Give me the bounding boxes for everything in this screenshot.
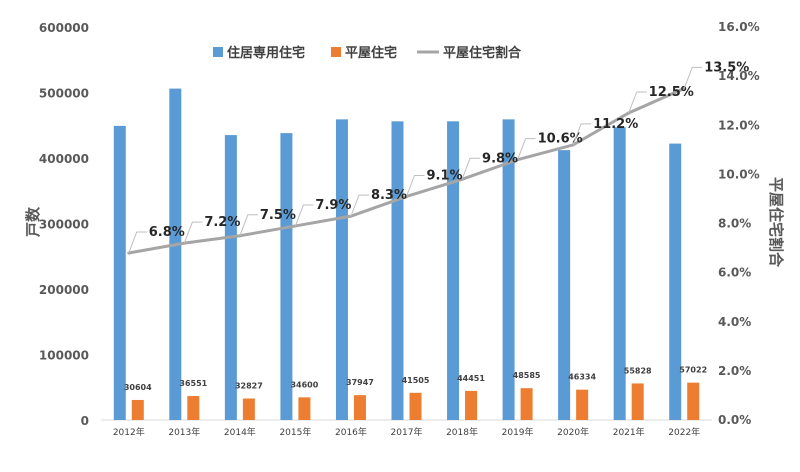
bar-value-label: 48585: [513, 371, 541, 380]
x-tick-label: 2021年: [613, 426, 645, 438]
ratio-leader-line: [517, 138, 536, 160]
legend-label: 住居専用住宅: [227, 45, 305, 61]
ratio-value-label: 6.8%: [149, 225, 185, 240]
ratio-value-label: 10.6%: [538, 132, 583, 147]
bar-value-label: 55828: [624, 366, 652, 375]
ratio-leader-line: [572, 123, 592, 146]
bar-value-label: 36551: [179, 379, 207, 388]
ratio-value-label: 12.5%: [649, 85, 694, 100]
ratio-value-label: 9.1%: [427, 168, 463, 183]
data-labels: 30604 36551 32827 34600 37947 41505 44451 48585…: [124, 60, 749, 392]
x-tick-label: 2012年: [113, 426, 145, 438]
ratio-value-label: 7.2%: [204, 215, 240, 230]
y2-tick-label: 14.0%: [718, 69, 760, 83]
legend-label: 平屋住宅割合: [443, 45, 522, 61]
bar-single-story: [576, 389, 589, 420]
ratio-leader-line: [628, 91, 647, 114]
x-tick-label: 2020年: [557, 426, 589, 438]
ratio-leader-line: [406, 174, 425, 197]
y-tick-label: 500000: [39, 87, 89, 101]
legend-swatch: [331, 47, 341, 57]
y-tick-label: 300000: [39, 218, 89, 232]
y-axis-title: 戸数: [24, 206, 42, 237]
bar-value-label: 34600: [290, 380, 318, 389]
bar-residential: [669, 143, 682, 420]
ratio-value-label: 8.3%: [371, 188, 407, 203]
bar-residential: [391, 121, 404, 420]
bar-single-story: [465, 390, 478, 420]
ratio-leader-line: [683, 66, 703, 89]
x-tick-label: 2017年: [391, 426, 423, 438]
y-tick-label: 400000: [39, 152, 89, 166]
y2-tick-label: 12.0%: [718, 118, 760, 132]
ratio-value-label: 13.5%: [704, 60, 749, 75]
bar-residential: [280, 133, 293, 421]
ratio-value-label: 9.8%: [482, 151, 518, 166]
ratio-value-label: 7.5%: [260, 208, 296, 223]
x-tick-label: 2013年: [168, 426, 200, 438]
bar-value-label: 57022: [679, 366, 707, 375]
ratio-value-label: 7.9%: [315, 198, 351, 213]
bar-single-story: [409, 392, 422, 420]
x-tick-label: 2019年: [502, 426, 534, 438]
bar-residential: [447, 121, 460, 420]
bar-single-story: [687, 382, 700, 420]
ratio-leader-line: [183, 221, 203, 244]
x-tick-label: 2014年: [224, 426, 256, 438]
y2-tick-label: 0.0%: [718, 413, 751, 427]
ratio-leader-line: [294, 204, 314, 227]
bar-value-label: 41505: [402, 376, 430, 385]
legend: 住居専用住宅 平屋住宅 平屋住宅割合: [213, 45, 522, 61]
y-tick-label: 600000: [39, 21, 89, 35]
bar-residential: [502, 119, 515, 420]
bar-single-story: [520, 388, 533, 420]
bar-value-label: 44451: [457, 374, 485, 383]
y2-tick-label: 16.0%: [718, 20, 760, 34]
bar-single-story: [353, 395, 366, 420]
bar-value-label: 32827: [235, 381, 263, 390]
ratio-leader-line: [350, 194, 369, 217]
bar-residential: [335, 119, 348, 420]
bar-residential: [558, 150, 571, 420]
bars: [113, 88, 700, 421]
bar-single-story: [242, 398, 255, 420]
bar-single-story: [187, 396, 200, 420]
x-tick-label: 2018年: [446, 426, 478, 438]
y-tick-label: 100000: [39, 349, 89, 363]
bar-residential: [113, 125, 126, 420]
bar-single-story: [631, 383, 644, 420]
y2-tick-label: 4.0%: [718, 315, 751, 329]
legend-swatch: [213, 47, 223, 57]
bar-residential: [224, 135, 237, 420]
bar-value-label: 37947: [346, 378, 374, 387]
bar-value-label: 46334: [568, 373, 596, 382]
ratio-leader-line: [239, 214, 258, 236]
bar-single-story: [131, 399, 144, 420]
y-tick-label: 0: [81, 414, 89, 428]
y-tick-label: 200000: [39, 283, 89, 297]
y2-tick-label: 8.0%: [718, 217, 751, 231]
y2-tick-label: 10.0%: [718, 167, 760, 181]
x-tick-label: 2016年: [335, 426, 367, 438]
x-tick-label: 2015年: [279, 426, 311, 438]
bar-single-story: [298, 397, 311, 420]
ratio-leader-line: [461, 157, 481, 180]
y2-axis-title: 平屋住宅割合: [767, 177, 785, 268]
ratio-leader-line: [128, 231, 147, 254]
bar-residential: [613, 127, 626, 420]
legend-label: 平屋住宅: [345, 45, 397, 61]
bar-residential: [169, 88, 182, 420]
y2-tick-label: 6.0%: [718, 266, 751, 280]
ratio-value-label: 11.2%: [593, 117, 638, 132]
axes: 0 100000 200000 300000 400000 500000 600000 0.0…: [39, 20, 760, 438]
bar-value-label: 30604: [124, 383, 152, 392]
y2-tick-label: 2.0%: [718, 364, 751, 378]
x-tick-label: 2022年: [668, 426, 700, 438]
